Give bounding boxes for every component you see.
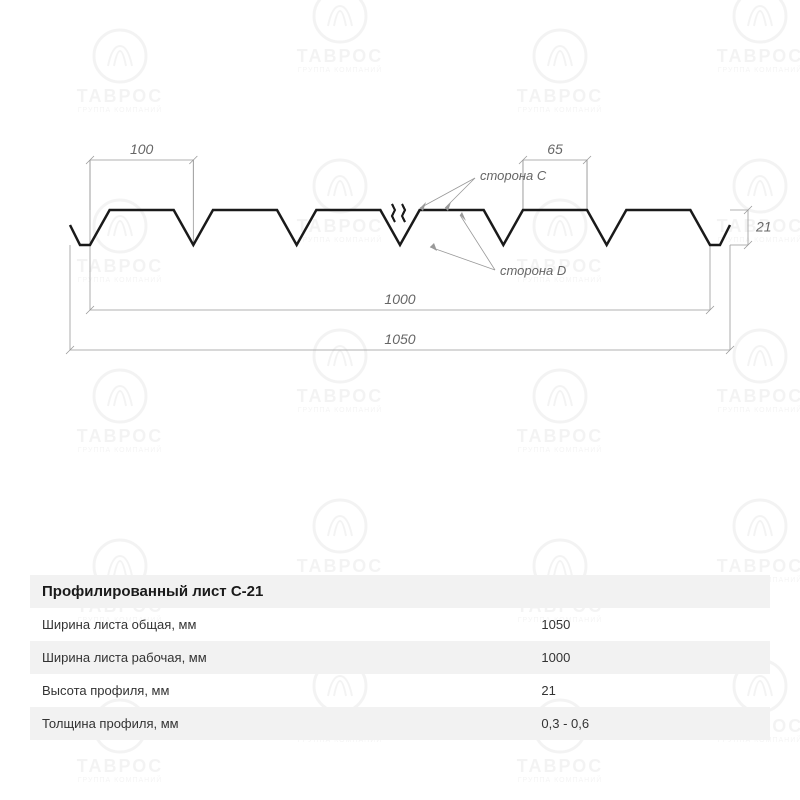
spec-label: Ширина листа общая, мм (30, 608, 341, 641)
spec-table-body: Ширина листа общая, мм1050Ширина листа р… (30, 608, 770, 740)
table-row: Высота профиля, мм21 (30, 674, 770, 707)
spec-label: Высота профиля, мм (30, 674, 341, 707)
table-title: Профилированный лист С-21 (30, 575, 770, 608)
svg-text:100: 100 (130, 141, 154, 157)
spec-table: Профилированный лист С-21 Ширина листа о… (30, 575, 770, 740)
profile-diagram: 100 65 21 1000 1050 сторона C сторона D (0, 0, 800, 500)
spec-label: Ширина листа рабочая, мм (30, 641, 341, 674)
spec-value: 1000 (341, 641, 770, 674)
spec-value: 0,3 - 0,6 (341, 707, 770, 740)
table-row: Толщина профиля, мм0,3 - 0,6 (30, 707, 770, 740)
svg-text:сторона D: сторона D (500, 263, 566, 278)
svg-text:65: 65 (547, 141, 563, 157)
table-row: Ширина листа рабочая, мм1000 (30, 641, 770, 674)
spec-label: Толщина профиля, мм (30, 707, 341, 740)
svg-text:1050: 1050 (384, 331, 415, 347)
table-row: Ширина листа общая, мм1050 (30, 608, 770, 641)
spec-value: 21 (341, 674, 770, 707)
spec-value: 1050 (341, 608, 770, 641)
svg-text:сторона C: сторона C (480, 168, 547, 183)
svg-text:21: 21 (755, 219, 772, 235)
svg-text:1000: 1000 (384, 291, 415, 307)
